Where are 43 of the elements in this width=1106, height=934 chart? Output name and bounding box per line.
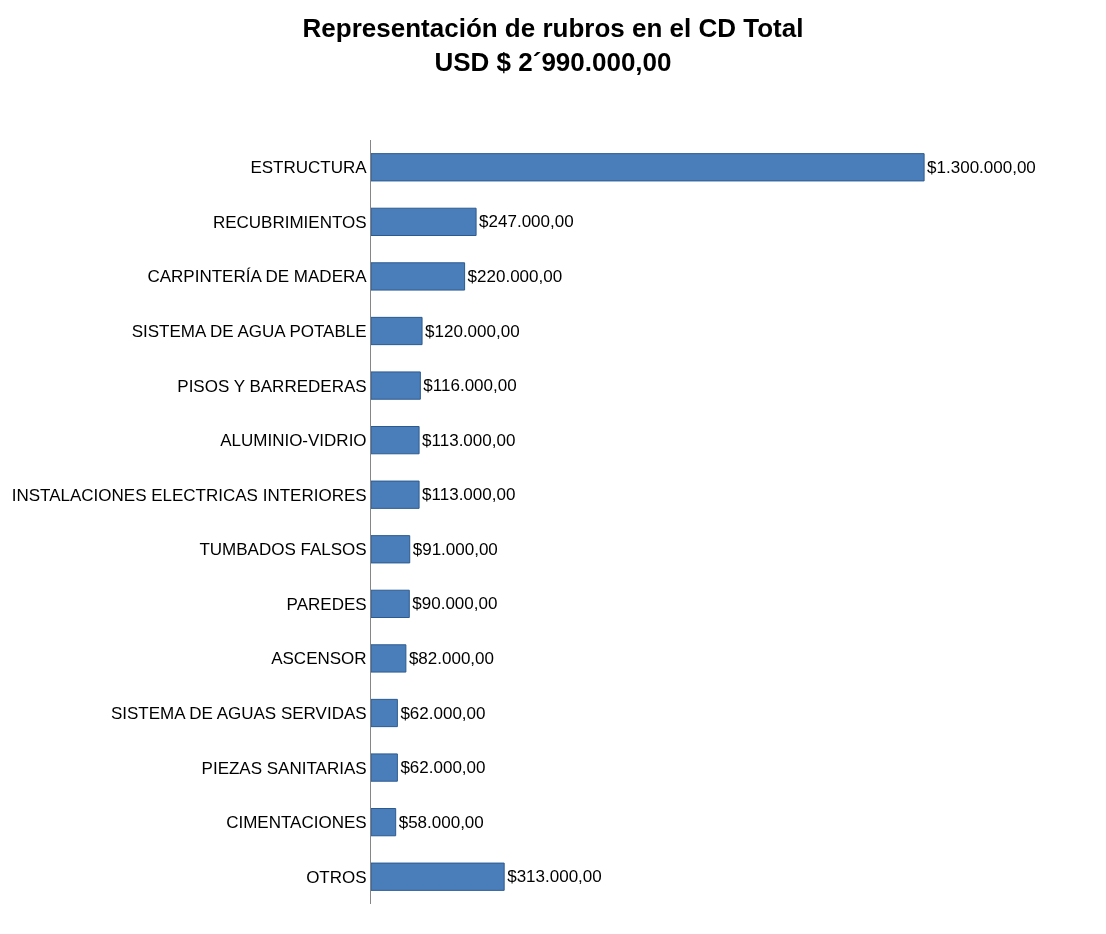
y-tick-label: RECUBRIMIENTOS xyxy=(212,212,367,232)
y-tick-label: ESTRUCTURA xyxy=(250,158,368,178)
bar xyxy=(371,426,420,455)
data-label: $120.000,00 xyxy=(425,321,520,341)
data-label: $220.000,00 xyxy=(467,266,563,286)
bar xyxy=(371,644,407,673)
y-tick-label: TUMBADOS FALSOS xyxy=(199,540,367,560)
data-label: $90.000,00 xyxy=(412,594,498,614)
data-label: $113.000,00 xyxy=(422,485,516,505)
bar xyxy=(371,862,505,891)
bar xyxy=(371,207,477,236)
y-tick-label: PAREDES xyxy=(286,594,367,614)
data-label: $313.000,00 xyxy=(507,867,602,887)
bar xyxy=(371,480,420,509)
bar xyxy=(371,535,411,564)
y-tick-label: OTROS xyxy=(306,867,367,887)
y-tick-label: SISTEMA DE AGUAS SERVIDAS xyxy=(110,703,367,723)
data-label: $247.000,00 xyxy=(479,212,574,232)
data-label: $62.000,00 xyxy=(400,703,486,723)
bar xyxy=(371,316,423,346)
bar xyxy=(371,808,397,837)
y-tick-label: PISOS Y BARREDERAS xyxy=(177,376,367,396)
y-tick-label: SISTEMA DE AGUA POTABLE xyxy=(131,321,367,341)
y-tick-label: CIMENTACIONES xyxy=(226,813,367,833)
data-label: $58.000,00 xyxy=(398,812,484,832)
y-tick-label: ASCENSOR xyxy=(271,649,367,669)
y-tick-label: PIEZAS SANITARIAS xyxy=(201,758,367,778)
bar xyxy=(371,698,398,728)
bar xyxy=(371,153,925,182)
data-label: $116.000,00 xyxy=(423,376,517,396)
data-label: $82.000,00 xyxy=(408,648,494,668)
bar xyxy=(371,262,466,291)
data-label: $1.300.000,00 xyxy=(927,157,1036,177)
data-label: $62.000,00 xyxy=(400,758,486,778)
data-label: $91.000,00 xyxy=(412,539,498,559)
chart-title: Representación de rubros en el CD Total USD $ 2´990.000,00 xyxy=(302,13,804,78)
y-tick-label: CARPINTERÍA DE MADERA xyxy=(147,267,368,287)
bar xyxy=(371,589,410,618)
bar xyxy=(371,371,421,400)
data-label: $113.000,00 xyxy=(422,430,516,450)
bar xyxy=(371,753,398,782)
y-tick-label: ALUMINIO-VIDRIO xyxy=(220,431,367,451)
y-tick-label: INSTALACIONES ELECTRICAS INTERIORES xyxy=(11,485,367,505)
